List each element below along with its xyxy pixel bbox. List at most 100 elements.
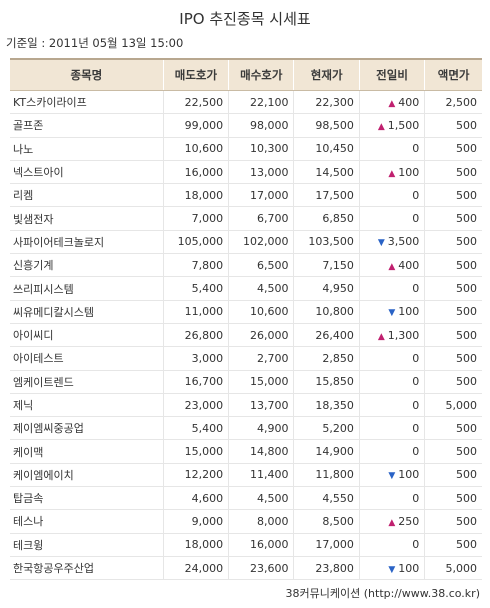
arrow-down-icon: ▼: [388, 308, 396, 319]
cell-stock-name: 씨유메디칼시스템: [10, 300, 164, 324]
cell-ask-price-text: 16,000: [184, 165, 224, 179]
cell-change: ▲ 400: [358, 90, 425, 115]
cell-stock-name-text: 빛샘전자: [13, 212, 54, 226]
cell-change-text: 0: [412, 375, 420, 389]
cell-stock-name-text: 쓰리피시스템: [13, 282, 74, 296]
arrow-down-icon: ▼: [377, 238, 385, 249]
cell-ask-price: 9,000: [162, 509, 229, 534]
table-row: 제이엠씨중공업 5,400 4,900 5,200 0 500: [10, 416, 482, 441]
cell-stock-name: 나노: [10, 137, 164, 161]
cell-par-value: 500: [424, 137, 482, 161]
table-row: 아이테스트 3,000 2,700 2,850 0 500: [10, 346, 482, 371]
cell-current-price-text: 4,950: [322, 282, 354, 296]
cell-par-value: 500: [424, 346, 482, 371]
cell-par-value-text: 500: [456, 514, 477, 528]
table-row: 한국항공우주산업 24,000 23,600 23,800 ▼ 100 5,000: [10, 556, 482, 581]
cell-change: 0: [358, 533, 425, 557]
arrow-up-icon: ▲: [388, 168, 396, 179]
cell-par-value: 500: [424, 300, 482, 324]
table-body: KT스카이라이프 22,500 22,100 22,300 ▲ 400 2,500 골프존 99…: [10, 90, 482, 581]
cell-stock-name-text: 케이맥: [13, 445, 44, 459]
cell-bid-price-text: 23,600: [249, 561, 289, 575]
table-row: 넥스트아이 16,000 13,000 14,500 ▲ 100 500: [10, 160, 482, 185]
quote-table: 종목명 매도호가 매수호가 현재가 전일비 액면가 KT스카이라이프 22,500…: [10, 58, 482, 581]
cell-par-value-text: 500: [456, 142, 477, 156]
cell-bid-price: 10,600: [228, 300, 294, 324]
cell-bid-price-text: 6,700: [256, 212, 289, 226]
cell-par-value: 5,000: [424, 556, 482, 581]
cell-bid-price-text: 13,000: [249, 165, 289, 179]
cell-stock-name-text: KT스카이라이프: [13, 96, 87, 110]
cell-bid-price: 8,000: [228, 509, 294, 534]
cell-change-text: 100: [398, 305, 420, 319]
cell-current-price: 11,800: [293, 463, 360, 488]
cell-bid-price: 13,000: [228, 160, 294, 185]
cell-change-text: 0: [412, 421, 420, 435]
cell-change: ▼ 100: [358, 556, 425, 581]
cell-ask-price: 23,000: [162, 393, 229, 418]
cell-stock-name-text: 한국항공우주산업: [13, 562, 94, 576]
cell-change-text: 250: [398, 514, 420, 528]
table-row: 리켐 18,000 17,000 17,500 0 500: [10, 183, 482, 208]
cell-ask-price-text: 7,000: [191, 212, 224, 226]
cell-change-text: 0: [412, 351, 420, 365]
cell-bid-price: 14,800: [228, 439, 294, 464]
cell-par-value: 500: [424, 533, 482, 557]
cell-bid-price-text: 22,100: [249, 95, 289, 109]
cell-stock-name: 테스나: [10, 509, 164, 534]
cell-stock-name-text: 아이씨디: [13, 329, 54, 343]
cell-stock-name: 골프존: [10, 113, 164, 138]
cell-current-price-text: 103,500: [308, 235, 354, 249]
table-row: 신흥기계 7,800 6,500 7,150 ▲ 400 500: [10, 253, 482, 278]
cell-bid-price-text: 4,500: [256, 491, 289, 505]
cell-change-text: 0: [412, 445, 420, 459]
cell-current-price: 22,300: [293, 90, 360, 115]
cell-ask-price-text: 7,800: [191, 258, 224, 272]
cell-current-price: 10,450: [293, 137, 360, 161]
cell-current-price: 4,950: [293, 276, 360, 301]
cell-bid-price: 15,000: [228, 370, 294, 394]
cell-change-text: 100: [398, 165, 420, 179]
cell-par-value: 500: [424, 160, 482, 185]
cell-change-text: 400: [398, 258, 420, 272]
cell-change-text: 0: [412, 188, 420, 202]
cell-change: ▼ 100: [358, 300, 425, 324]
table-row: 아이씨디 26,800 26,000 26,400 ▲ 1,300 500: [10, 323, 482, 348]
arrow-up-icon: ▲: [388, 517, 396, 528]
cell-change: 0: [358, 137, 425, 161]
cell-change-text: 0: [412, 491, 420, 505]
cell-ask-price: 5,400: [162, 416, 229, 441]
cell-bid-price: 2,700: [228, 346, 294, 371]
cell-stock-name: 제이엠씨중공업: [10, 416, 164, 441]
cell-par-value: 500: [424, 276, 482, 301]
table-row: 케이엠에이치 12,200 11,400 11,800 ▼ 100 500: [10, 463, 482, 488]
cell-bid-price-text: 2,700: [256, 351, 289, 365]
cell-current-price: 2,850: [293, 346, 360, 371]
table-row: 케이맥 15,000 14,800 14,900 0 500: [10, 439, 482, 464]
cell-par-value-text: 500: [456, 212, 477, 226]
cell-bid-price-text: 4,900: [256, 421, 289, 435]
cell-ask-price-text: 4,600: [191, 491, 224, 505]
cell-par-value: 500: [424, 370, 482, 394]
cell-current-price: 15,850: [293, 370, 360, 394]
header-current: 현재가: [293, 58, 360, 91]
cell-current-price-text: 11,800: [315, 468, 354, 482]
cell-change: 0: [358, 393, 425, 418]
cell-current-price-text: 2,850: [322, 351, 354, 365]
cell-change: ▲ 1,500: [358, 113, 425, 138]
table-row: 테스나 9,000 8,000 8,500 ▲ 250 500: [10, 509, 482, 534]
cell-bid-price-text: 13,700: [249, 398, 289, 412]
cell-par-value: 2,500: [424, 90, 482, 115]
cell-stock-name-text: 넥스트아이: [13, 166, 64, 180]
cell-par-value: 500: [424, 509, 482, 534]
cell-bid-price: 23,600: [228, 556, 294, 581]
cell-change: ▲ 400: [358, 253, 425, 278]
cell-par-value-text: 500: [456, 351, 477, 365]
cell-bid-price-text: 11,400: [249, 468, 289, 482]
table-row: 골프존 99,000 98,000 98,500 ▲ 1,500 500: [10, 113, 482, 138]
table-row: 쓰리피시스템 5,400 4,500 4,950 0 500: [10, 276, 482, 301]
cell-par-value-text: 500: [456, 328, 477, 342]
cell-current-price-text: 22,300: [315, 95, 354, 109]
cell-stock-name: 아이테스트: [10, 346, 164, 371]
table-row: KT스카이라이프 22,500 22,100 22,300 ▲ 400 2,500: [10, 90, 482, 115]
